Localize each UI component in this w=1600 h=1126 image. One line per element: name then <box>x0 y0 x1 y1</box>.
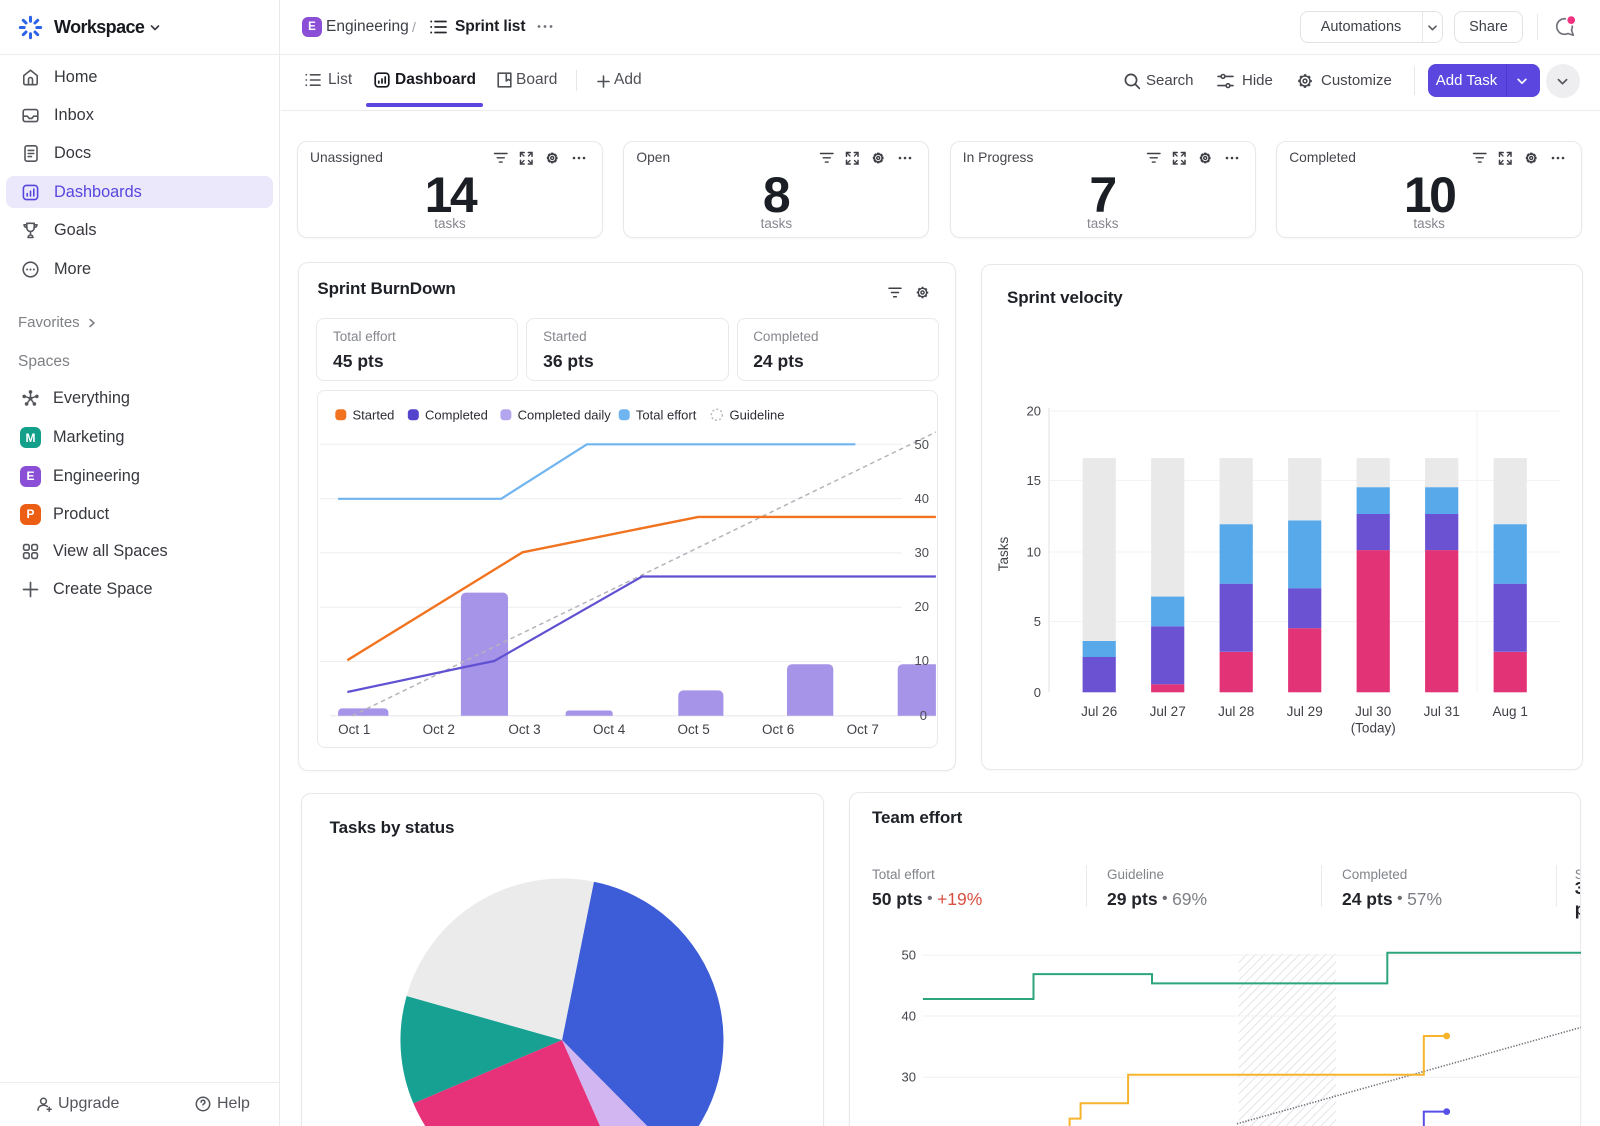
svg-text:0: 0 <box>920 708 927 723</box>
svg-text:10: 10 <box>1027 545 1041 560</box>
svg-text:Completed: Completed <box>425 407 488 422</box>
svg-text:Completed daily: Completed daily <box>518 407 612 422</box>
svg-text:Jul 28: Jul 28 <box>1218 704 1254 719</box>
svg-text:30: 30 <box>902 1070 916 1085</box>
svg-text:Oct 1: Oct 1 <box>338 722 370 737</box>
svg-text:(Today): (Today) <box>1351 721 1396 736</box>
svg-text:30: 30 <box>915 545 929 560</box>
svg-text:Aug 1: Aug 1 <box>1493 704 1528 719</box>
svg-text:20: 20 <box>915 599 929 614</box>
svg-text:20: 20 <box>1027 404 1041 419</box>
svg-text:0: 0 <box>1034 685 1041 700</box>
svg-text:Jul 30: Jul 30 <box>1355 704 1391 719</box>
svg-text:50: 50 <box>902 948 916 963</box>
svg-text:10: 10 <box>915 653 929 668</box>
svg-text:Oct 4: Oct 4 <box>593 722 626 737</box>
svg-text:40: 40 <box>915 491 929 506</box>
svg-text:15: 15 <box>1027 473 1041 488</box>
svg-text:Oct 3: Oct 3 <box>508 722 540 737</box>
svg-text:Jul 26: Jul 26 <box>1081 704 1117 719</box>
svg-text:Jul 27: Jul 27 <box>1150 704 1186 719</box>
svg-text:Total effort: Total effort <box>636 407 697 422</box>
svg-text:Jul 29: Jul 29 <box>1287 704 1323 719</box>
svg-text:Oct 5: Oct 5 <box>677 722 709 737</box>
svg-text:50: 50 <box>915 437 929 452</box>
svg-text:5: 5 <box>1034 614 1041 629</box>
svg-text:Tasks: Tasks <box>996 536 1011 571</box>
svg-text:Oct 6: Oct 6 <box>762 722 794 737</box>
svg-text:Started: Started <box>353 407 395 422</box>
svg-text:Guideline: Guideline <box>730 407 785 422</box>
svg-text:Jul 31: Jul 31 <box>1424 704 1460 719</box>
svg-text:Oct 2: Oct 2 <box>423 722 455 737</box>
svg-text:Oct 7: Oct 7 <box>847 722 879 737</box>
svg-text:40: 40 <box>902 1009 916 1024</box>
